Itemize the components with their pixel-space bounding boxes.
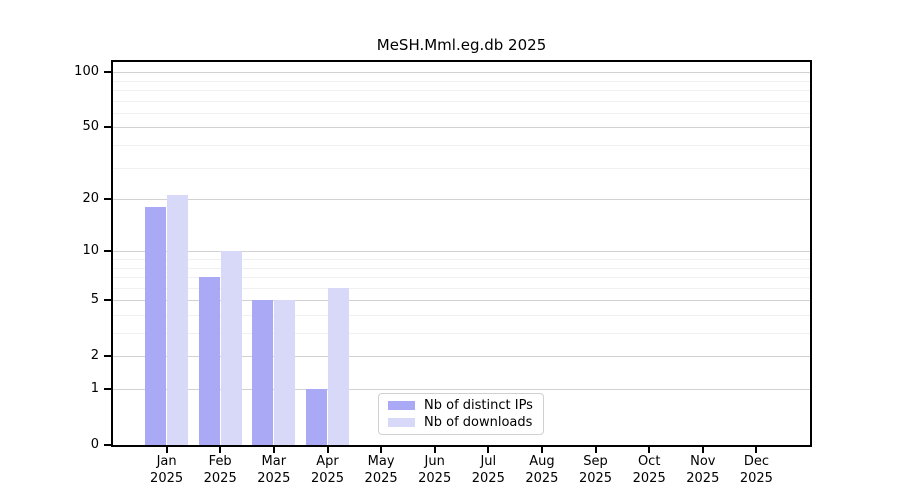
plot-area: 100 50 20 10 5 2 1 0 Jan 2025 Feb 2025 Mar 2025 Apr 202… [74, 60, 812, 486]
legend-label-downloads: Nb of downloads [424, 415, 533, 430]
x-tick-label: Sep 2025 [578, 454, 613, 486]
bar-nb-of-downloads-apr [328, 287, 349, 445]
legend: Nb of distinct IPs Nb of downloads [378, 393, 544, 435]
minor-gridline [113, 167, 810, 169]
y-tick-label: 2 [90, 348, 99, 364]
minor-gridline [113, 145, 810, 146]
x-tick-mark [433, 447, 436, 453]
minor-gridline [113, 277, 810, 278]
x-tick-label: Nov 2025 [686, 454, 720, 486]
x-tick-label: Jul 2025 [471, 454, 505, 486]
bar-nb-of-downloads-feb [220, 251, 242, 445]
x-tick-label: Mar 2025 [257, 454, 291, 486]
major-gridline [113, 127, 810, 129]
x-tick-label: Apr 2025 [310, 454, 345, 486]
major-gridline [113, 389, 810, 390]
x-tick-mark [326, 447, 329, 453]
x-tick-label: Jun 2025 [418, 454, 452, 486]
bar-nb-of-downloads-mar [274, 300, 296, 445]
bar-nb-of-downloads-jan [167, 195, 189, 445]
x-tick-label: Aug 2025 [525, 454, 559, 486]
chart-title: MeSH.Mml.eg.db 2025 [376, 36, 547, 54]
y-tick-label: 100 [74, 64, 99, 80]
legend-swatch-distinct-ips [388, 401, 415, 410]
y-tick-label: 1 [90, 381, 99, 396]
x-tick-label: May 2025 [364, 454, 398, 486]
y-tick-mark [104, 198, 111, 201]
x-tick-mark [701, 447, 704, 453]
x-tick-mark [165, 447, 168, 453]
y-tick-mark [104, 250, 111, 253]
legend-item-downloads: Nb of downloads [388, 414, 534, 431]
bar-nb-of-distinct-ips-mar [252, 300, 274, 445]
x-tick-mark [648, 447, 651, 453]
major-gridline [113, 356, 810, 358]
major-gridline [113, 300, 810, 302]
y-tick-label: 0 [90, 437, 99, 452]
y-tick-mark [104, 388, 111, 390]
minor-gridline [113, 333, 810, 334]
bar-nb-of-distinct-ips-feb [198, 277, 220, 445]
minor-gridline [113, 80, 810, 82]
legend-item-distinct-ips: Nb of distinct IPs [388, 397, 534, 414]
minor-gridline [113, 112, 810, 114]
major-gridline [113, 199, 810, 201]
y-tick-label: 20 [82, 191, 99, 207]
y-tick-label: 50 [82, 119, 99, 135]
y-tick-label: 5 [90, 292, 99, 308]
minor-gridline [113, 267, 810, 269]
x-tick-mark [755, 447, 758, 453]
minor-gridline [113, 90, 810, 91]
minor-gridline [113, 259, 810, 260]
x-tick-label: Feb 2025 [203, 454, 237, 486]
bar-nb-of-distinct-ips-apr [306, 389, 327, 445]
legend-swatch-downloads [388, 418, 415, 427]
minor-gridline [113, 315, 810, 316]
y-tick-mark [104, 444, 111, 446]
x-tick-label: Jan 2025 [150, 454, 184, 486]
legend-label-distinct-ips: Nb of distinct IPs [424, 398, 533, 413]
major-gridline [113, 251, 810, 253]
x-tick-mark [540, 447, 543, 453]
y-tick-mark [104, 299, 111, 302]
y-tick-mark [104, 355, 111, 358]
y-tick-label: 10 [82, 243, 99, 259]
major-gridline [113, 72, 810, 74]
x-tick-mark [594, 447, 597, 453]
y-tick-mark [104, 71, 111, 74]
x-tick-mark [219, 447, 222, 453]
minor-gridline [113, 100, 810, 102]
minor-gridline [113, 287, 810, 289]
x-tick-label: Oct 2025 [632, 454, 666, 486]
x-tick-label: Dec 2025 [739, 454, 773, 486]
x-tick-mark [272, 447, 275, 453]
y-tick-mark [104, 126, 111, 129]
x-tick-mark [487, 447, 490, 453]
bar-nb-of-distinct-ips-jan [145, 207, 167, 445]
x-tick-mark [380, 447, 383, 453]
